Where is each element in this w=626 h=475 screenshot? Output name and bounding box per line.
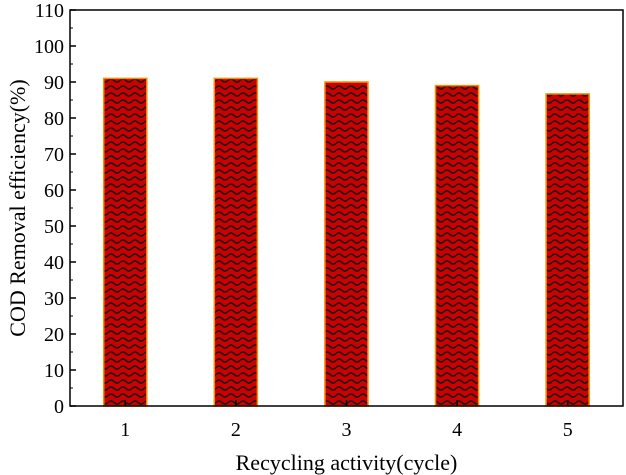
y-tick-label: 20 (44, 324, 64, 346)
bar-cycle-1 (102, 77, 148, 407)
x-tick-label: 2 (231, 419, 241, 441)
bars-group (102, 77, 590, 407)
y-axis-title: COD Removal efficiency(%) (5, 79, 30, 336)
bar-cycle-3 (324, 81, 369, 407)
x-axis-title: Recycling activity(cycle) (236, 450, 458, 475)
y-tick-label: 80 (44, 108, 64, 130)
x-tick-label: 4 (452, 419, 462, 441)
y-tick-label: 110 (35, 0, 64, 22)
y-tick-label: 100 (34, 36, 64, 58)
y-tick-label: 60 (44, 180, 64, 202)
bar-cycle-4 (434, 84, 480, 407)
y-tick-label: 40 (44, 252, 64, 274)
bar-cycle-5 (545, 93, 590, 407)
y-tick-label: 10 (44, 360, 64, 382)
x-tick-label: 1 (120, 419, 130, 441)
y-tick-label: 90 (44, 72, 64, 94)
y-tick-label: 30 (44, 288, 64, 310)
bar-cycle-2 (213, 77, 259, 407)
x-tick-label: 3 (342, 419, 352, 441)
x-tick-label: 5 (563, 419, 573, 441)
x-axis-ticks: 1 2 3 4 5 (120, 400, 573, 441)
y-tick-label: 50 (44, 216, 64, 238)
y-tick-label: 0 (54, 396, 64, 418)
y-tick-label: 70 (44, 144, 64, 166)
y-axis-ticks: 0 10 20 30 40 50 60 70 80 90 100 110 (34, 0, 76, 418)
